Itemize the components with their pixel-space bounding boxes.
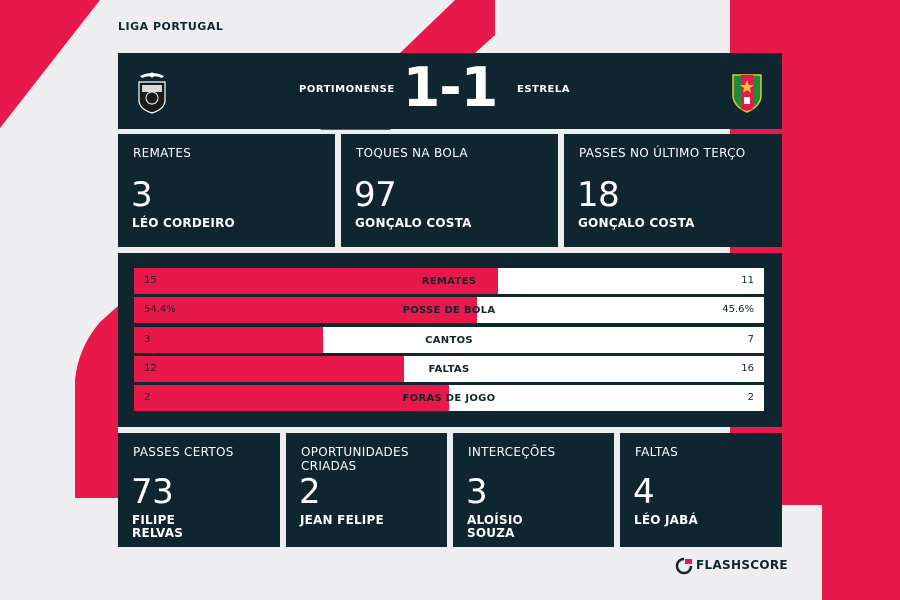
home-share-bar [134, 297, 477, 323]
stat-card-value: 3 [131, 175, 153, 215]
stat-card-shots: REMATES 3 LÉO CORDEIRO [118, 134, 335, 247]
stat-name: FALTAS [428, 364, 470, 375]
stat-card-value: 3 [466, 472, 488, 512]
home-share-bar [134, 385, 449, 411]
stat-row-shots: 15 REMATES 11 [134, 268, 764, 294]
home-share-bar [134, 356, 405, 382]
portimonense-crest-icon [138, 72, 166, 114]
stat-card-player: JEAN FELIPE [300, 513, 384, 527]
stat-name: CANTOS [425, 335, 473, 346]
stat-card-label: OPORTUNIDADES CRIADAS [301, 445, 409, 473]
away-team-name: ESTRELA [517, 84, 570, 95]
home-share-bar [134, 327, 323, 353]
stat-card-label: REMATES [133, 146, 192, 160]
stat-card-fouls: FALTAS 4 LÉO JABÁ [620, 433, 782, 547]
stat-card-final-third-passes: PASSES NO ÚLTIMO TERÇO 18 GONÇALO COSTA [564, 134, 782, 247]
away-value: 45.6% [722, 304, 754, 315]
match-score: 1-1 [402, 56, 499, 119]
stat-card-player: GONÇALO COSTA [578, 216, 695, 230]
stat-card-player: FILIPE RELVAS [132, 513, 184, 540]
estrela-crest-icon [732, 74, 762, 113]
league-name: LIGA PORTUGAL [118, 20, 224, 33]
brand-name: FLASHSCORE [696, 558, 788, 572]
home-value: 15 [144, 275, 157, 286]
flashscore-logo-icon [675, 557, 693, 575]
stat-card-label: PASSES CERTOS [133, 445, 234, 459]
stat-card-chances-created: OPORTUNIDADES CRIADAS 2 JEAN FELIPE [286, 433, 447, 547]
stat-card-label: TOQUES NA BOLA [356, 146, 468, 160]
stat-name: POSSE DE BOLA [402, 305, 496, 316]
away-value: 7 [747, 334, 754, 345]
stat-row-fouls: 12 FALTAS 16 [134, 356, 764, 382]
home-value: 12 [144, 363, 157, 374]
stats-comparison-panel: 15 REMATES 11 54.4% POSSE DE BOLA 45.6% … [118, 253, 782, 427]
stat-card-label: FALTAS [635, 445, 679, 459]
stat-card-label: INTERCEÇÕES [468, 445, 556, 459]
stat-row-offsides: 2 FORAS DE JOGO 2 [134, 385, 764, 411]
stat-card-value: 4 [633, 472, 655, 512]
stat-card-touches: TOQUES NA BOLA 97 GONÇALO COSTA [341, 134, 558, 247]
away-value: 16 [741, 363, 754, 374]
stat-card-player: LÉO JABÁ [634, 513, 699, 527]
stat-card-interceptions: INTERCEÇÕES 3 ALOÍSIO SOUZA [453, 433, 614, 547]
away-value: 2 [747, 392, 754, 403]
home-team-name: PORTIMONENSE [299, 84, 395, 95]
home-value: 3 [144, 334, 151, 345]
stat-card-value: 73 [131, 472, 174, 512]
stat-row-possession: 54.4% POSSE DE BOLA 45.6% [134, 297, 764, 323]
stat-name: FORAS DE JOGO [402, 393, 496, 404]
stat-card-player: ALOÍSIO SOUZA [467, 513, 523, 540]
home-value: 54.4% [144, 304, 176, 315]
stat-card-accurate-passes: PASSES CERTOS 73 FILIPE RELVAS [118, 433, 280, 547]
home-share-bar [134, 268, 498, 294]
scoreboard: PORTIMONENSE 1-1 ESTRELA [118, 53, 782, 129]
stat-card-player: GONÇALO COSTA [355, 216, 472, 230]
stat-card-value: 97 [354, 175, 397, 215]
stat-name: REMATES [421, 276, 477, 287]
home-value: 2 [144, 392, 151, 403]
stat-card-value: 2 [299, 472, 321, 512]
stat-card-value: 18 [577, 175, 620, 215]
stat-card-player: LÉO CORDEIRO [132, 216, 235, 230]
stat-row-corners: 3 CANTOS 7 [134, 327, 764, 353]
away-value: 11 [741, 275, 754, 286]
stat-card-label: PASSES NO ÚLTIMO TERÇO [579, 146, 746, 160]
